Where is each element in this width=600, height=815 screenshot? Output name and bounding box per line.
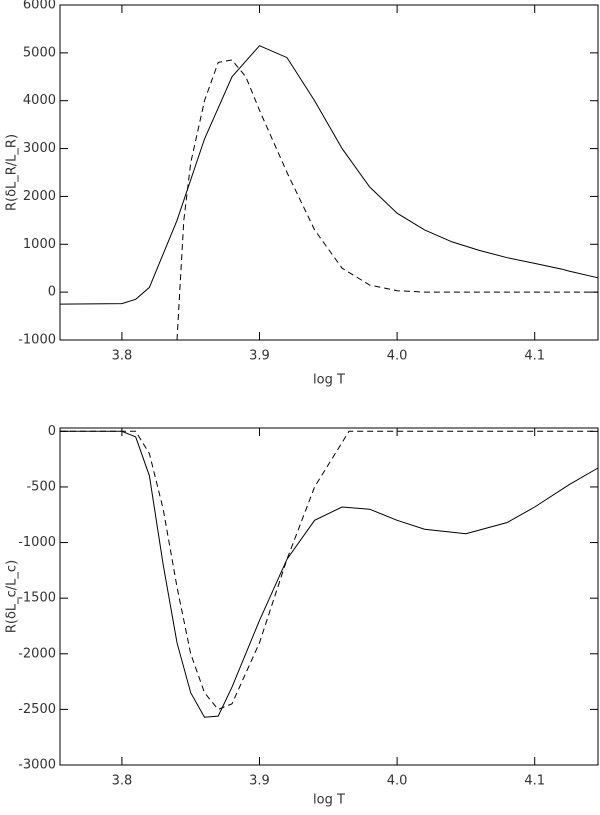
y-axis-label: R(δL_c/L_c) [5,560,20,633]
y-tick-label: 0 [48,285,56,300]
plot-frame [59,427,599,766]
x-tick-label: 3.8 [112,349,133,364]
x-axis-label: log T [313,793,345,808]
y-tick-label: 2000 [23,189,56,204]
data-line [60,430,598,711]
plot: 3.8 3.9 4.0 4.1 -3000 -2500 -2000 -1500 -1000 -50… [5,424,599,808]
y-axis-label: R(δL_R/L_R) [5,134,20,211]
data-line [59,45,599,305]
y-tick-label: -500 [26,479,56,494]
plot: 3.8 3.9 4.0 4.1 -1000 0 1000 2000 3000 4000 5000 60… [5,0,599,388]
y-tick-label: 4000 [23,93,56,108]
y-tick-label: -1500 [18,591,56,606]
x-tick-label: 4.1 [524,774,545,789]
y-tick-label: -1000 [18,535,56,550]
y-tick-label: 1000 [23,237,56,252]
plot-frame [59,4,599,341]
y-tick-label: 5000 [23,45,56,60]
y-tick-label: 6000 [23,0,56,13]
data-line [176,59,598,341]
y-tick-label: -1000 [18,333,56,348]
y-tick-label: 3000 [23,141,56,156]
y-tick-label: -2000 [18,646,56,661]
x-tick-label: 3.9 [249,774,270,789]
y-tick-label: -2500 [18,702,56,717]
x-tick-label: 3.9 [249,349,270,364]
y-tick-label: 0 [48,424,56,439]
data-line [60,430,599,718]
x-tick-label: 4.1 [524,349,545,364]
y-tick-label: -3000 [18,758,56,773]
x-tick-label: 4.0 [387,349,408,364]
x-axis-label: log T [313,373,345,388]
x-tick-label: 4.0 [387,774,408,789]
x-tick-label: 3.8 [112,774,133,789]
